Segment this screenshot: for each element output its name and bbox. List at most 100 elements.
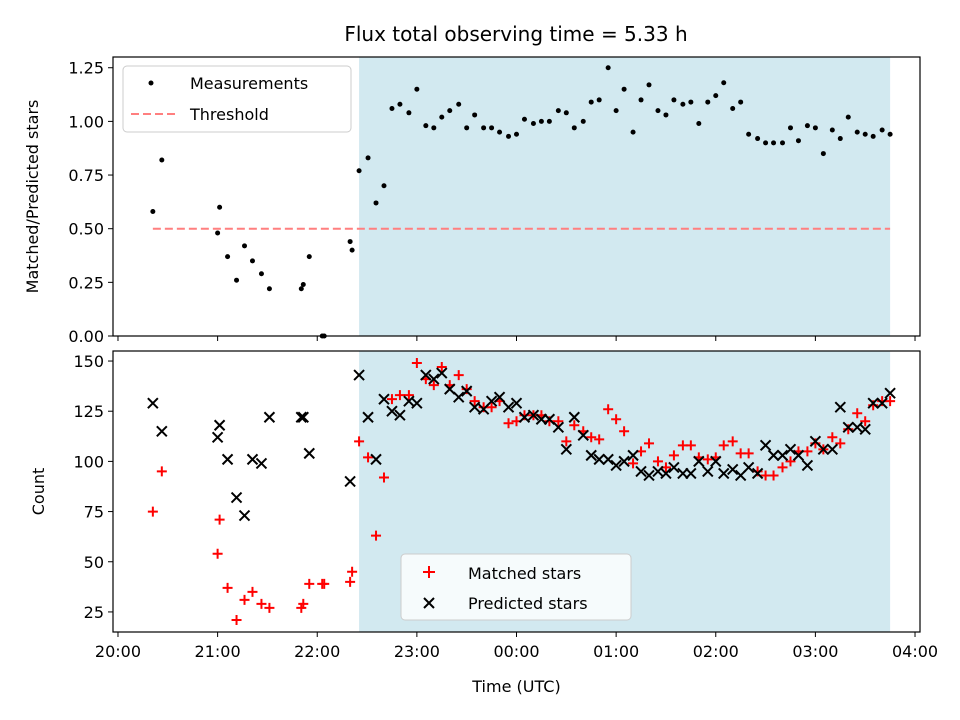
matched-star-point [802,446,813,457]
predicted-star-point [493,391,506,403]
measurement-point [621,86,627,92]
predicted-star-point [784,443,797,456]
matched-star-point [247,586,258,597]
predicted-star-point [759,439,772,452]
measurement-point [688,99,694,105]
ratio-y-tick-label-0: 0.00 [68,327,104,346]
x-tick-label-3: 23:00 [394,642,440,661]
matched-star-point [553,416,564,427]
measurement-point [381,183,387,189]
legend-plus-marker [423,566,435,578]
legend-x-marker [423,597,435,609]
predicted-star-point [792,449,805,462]
predicted-star-point [751,467,764,480]
predicted-star-point [767,449,780,462]
matched-star-point [486,402,497,413]
predicted-star-point [742,461,755,474]
measurement-point [721,80,727,86]
measurement-point [300,281,306,287]
measurement-point [389,106,395,112]
matched-star-point [611,414,622,425]
measurement-point [771,140,777,146]
measurement-point [514,131,519,137]
predicted-star-point [386,405,398,417]
measurement-point [638,97,644,103]
matched-star-point [239,594,250,605]
predicted-star-point [344,475,356,488]
predicted-star-point [394,409,406,421]
measurement-point [298,286,304,292]
ratio-y-tick-label-4: 1.00 [68,112,104,131]
count-y-axis-label: Count [29,468,48,516]
measurement-point [655,108,661,114]
predicted-star-point [842,421,854,433]
matched-star-point [668,450,679,461]
chart-title: Flux total observing time = 5.33 h [344,22,687,46]
matched-star-point [363,452,374,463]
matched-star-point [835,438,846,449]
x-tick-label-2: 22:00 [294,642,340,661]
predicted-star-point [238,509,251,522]
legend-threshold-label: Threshold [189,105,269,124]
measurement-point [879,127,885,133]
matched-stars-points [147,358,896,625]
measurement-point [266,286,272,292]
measurement-point [862,131,868,137]
matched-star-point [569,420,580,431]
predicted-star-point [585,449,597,462]
ratio-y-tick-label-5: 1.25 [68,59,104,78]
measurement-point [159,157,165,163]
predicted-star-point [436,367,448,379]
count-y-tick-label-5: 150 [73,352,104,371]
matched-star-point [147,506,158,517]
predicted-star-point [867,397,879,409]
predicted-star-point [378,393,390,405]
measurement-point [347,239,353,245]
predicted-star-point [635,465,647,478]
matched-star-point [298,598,309,609]
matched-star-point [586,432,597,443]
measurement-point [730,106,736,112]
measurement-point [349,247,355,253]
predicted-star-point [353,369,365,381]
measurement-point [225,254,231,260]
matched-star-point [212,548,223,559]
measurement-point [555,108,561,114]
predicted-star-point [618,455,630,468]
predicted-star-point [263,411,276,423]
matched-star-point [319,578,330,589]
measurement-point [870,133,876,139]
predicted-star-point [213,419,226,431]
predicted-star-point [643,469,655,482]
measurement-point [596,97,602,103]
count-legend: Matched stars Predicted stars [400,553,632,621]
count-legend-box [400,553,632,621]
measurement-point [804,123,810,129]
measurement-point [481,125,487,131]
matched-star-point [718,440,729,451]
measurement-point [530,121,536,127]
x-tick-label-0: 20:00 [95,642,141,661]
ratio-legend-box [122,65,352,133]
ratio-axes-frame [112,56,921,337]
matched-star-point [256,598,267,609]
predicted-stars-points [147,367,896,522]
matched-star-point [347,566,358,577]
measurement-point [696,121,702,127]
predicted-star-point [543,413,556,425]
count-x-ticks: 20:00 21:00 22:00 23:00 00:00 01:00 02:00 03:00… [95,632,938,661]
measurement-point [780,140,786,146]
predicted-star-point [577,429,589,442]
matched-star-point [371,530,382,541]
ratio-y-tick-label-1: 0.25 [68,273,104,292]
count-y-tick-label-4: 125 [73,402,104,421]
matched-star-point [156,466,167,477]
matched-star-point [852,408,863,419]
measurement-point [242,243,248,249]
predicted-star-point [668,461,680,474]
predicted-star-point [246,453,259,466]
predicted-star-point [147,397,159,409]
measurement-point [356,168,362,174]
predicted-star-point [420,369,432,381]
measurement-point [837,136,843,142]
